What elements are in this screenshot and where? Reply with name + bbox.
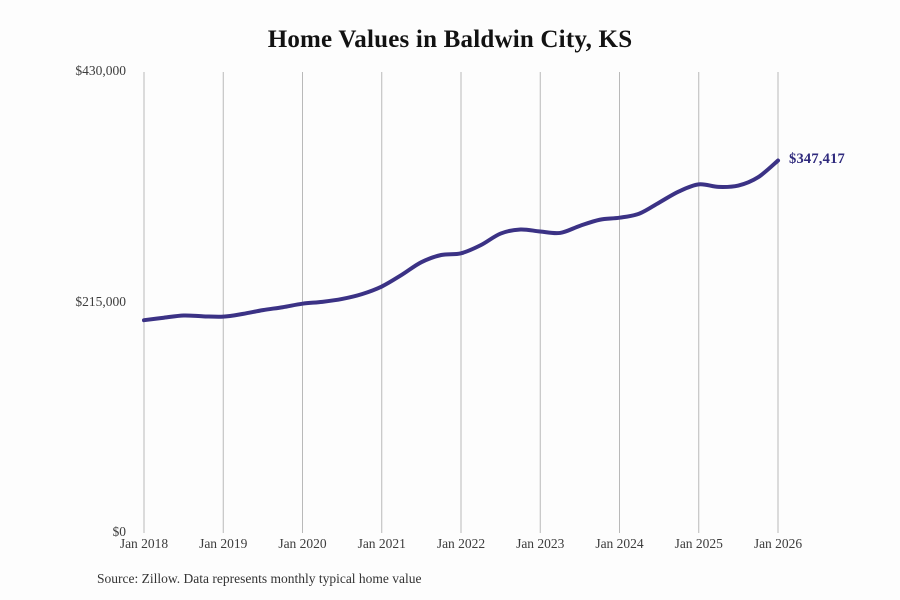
x-tick-label: Jan 2018	[119, 536, 169, 551]
x-tick-label: Jan 2026	[753, 536, 803, 551]
gridlines-group	[143, 72, 779, 533]
x-tick-label: Jan 2019	[199, 536, 248, 551]
x-tick-label: Jan 2024	[595, 536, 644, 551]
y-axis-tick-labels: $430,000 $215,000 $0	[0, 0, 126, 600]
value-line-path	[142, 158, 780, 323]
series-end-value-label: $347,417	[789, 150, 845, 167]
x-tick-label: Jan 2020	[278, 536, 327, 551]
chart-title: Home Values in Baldwin City, KS	[267, 26, 633, 53]
y-tick-label-215000: $215,000	[75, 293, 126, 309]
x-tick-label: Jan 2022	[436, 536, 486, 551]
source-note: Source: Zillow. Data represents monthly …	[97, 571, 422, 586]
y-tick-label-0: $0	[112, 524, 127, 539]
y-tick-label-430000: $430,000	[75, 63, 126, 78]
x-tick-label: Jan 2023	[516, 536, 565, 551]
x-tick-label: Jan 2021	[357, 536, 406, 551]
x-tick-label: Jan 2025	[674, 536, 723, 551]
